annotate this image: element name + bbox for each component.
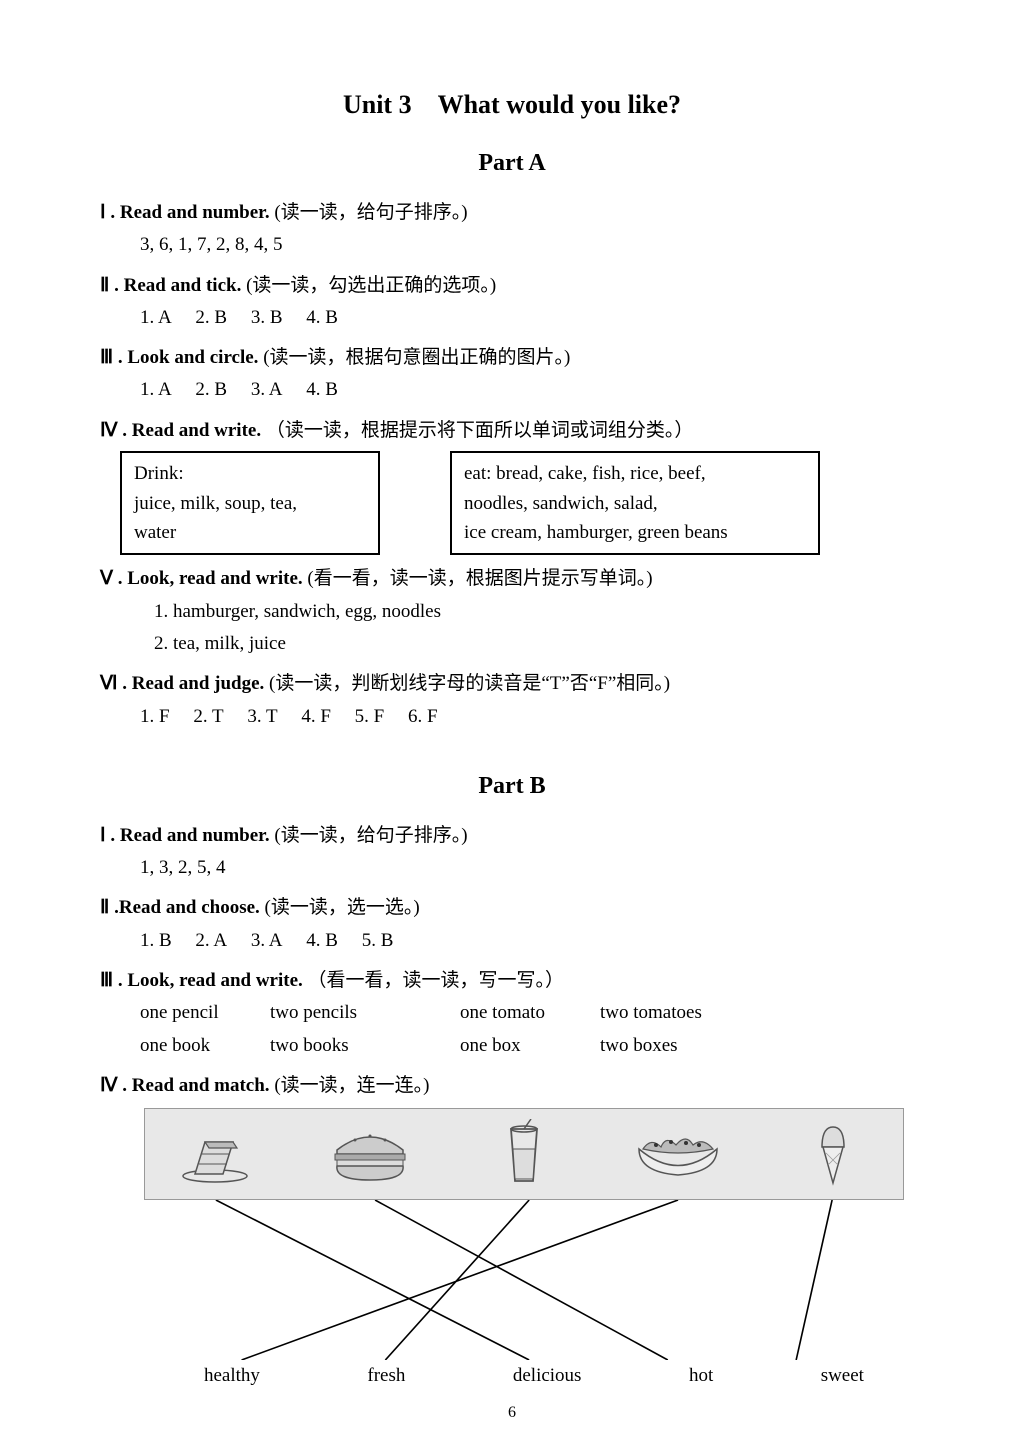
partA-section-4: Ⅳ . Read and write. （读一读，根据提示将下面所以单词或词组分…: [100, 415, 924, 556]
match-labels: healthy fresh delicious hot sweet: [144, 1360, 904, 1392]
answer-line: 1. A 2. B 3. B 4. B: [100, 302, 924, 334]
box-line: noodles, sandwich, salad,: [464, 489, 806, 518]
section-title-en: . Read and write.: [122, 420, 261, 441]
cell: two tomatoes: [600, 997, 760, 1029]
answer-line: 1, 3, 2, 5, 4: [100, 852, 924, 884]
part-b-title: Part B: [100, 773, 924, 800]
section-title-cn: （读一读，根据提示将下面所以单词或词组分类。）: [266, 420, 694, 441]
section-title-en: . Read and judge.: [122, 673, 264, 694]
label-fresh: fresh: [367, 1360, 405, 1392]
cake-icon: [165, 1119, 265, 1189]
salad-bowl-icon: [629, 1119, 729, 1189]
partA-section-1: Ⅰ . Read and number. (读一读，给句子排序。) 3, 6, …: [100, 197, 924, 262]
box-line: ice cream, hamburger, green beans: [464, 518, 806, 547]
icecream-cone-icon: [783, 1119, 883, 1189]
part-a-title: Part A: [100, 150, 924, 177]
section-title-en: . Look and circle.: [118, 347, 259, 368]
drink-box: Drink: juice, milk, soup, tea, water: [120, 451, 380, 555]
section-title-cn: (读一读，勾选出正确的选项。): [246, 275, 496, 296]
label-healthy: healthy: [204, 1360, 260, 1392]
answer-line: 2. tea, milk, juice: [100, 628, 924, 660]
box-line: juice, milk, soup, tea,: [134, 489, 366, 518]
cell: one tomato: [460, 997, 600, 1029]
cell: two pencils: [270, 997, 460, 1029]
table-row: one pencil two pencils one tomato two to…: [140, 997, 924, 1029]
box-line: water: [134, 518, 366, 547]
section-title-en: . Look, read and write.: [118, 970, 303, 991]
cell: one pencil: [140, 997, 270, 1029]
roman-numeral: Ⅱ: [100, 897, 109, 918]
box-line: eat: bread, cake, fish, rice, beef,: [464, 459, 806, 488]
roman-numeral: Ⅴ: [100, 568, 113, 589]
section-title-cn: (读一读，选一选。): [265, 897, 420, 918]
partB-section-4: Ⅳ . Read and match. (读一读，连一连。): [100, 1070, 924, 1393]
section-title-en: . Read and tick.: [114, 275, 241, 296]
unit-title: Unit 3 What would you like?: [100, 90, 924, 120]
section-title-cn: (读一读，给句子排序。): [274, 825, 467, 846]
roman-numeral: Ⅳ: [100, 420, 118, 441]
roman-numeral: Ⅱ: [100, 275, 109, 296]
partB-section-2: Ⅱ .Read and choose. (读一读，选一选。) 1. B 2. A…: [100, 892, 924, 957]
section-title-cn: (看一看，读一读，根据图片提示写单词。): [307, 568, 652, 589]
section-title-en: . Read and match.: [122, 1075, 269, 1096]
partA-section-2: Ⅱ . Read and tick. (读一读，勾选出正确的选项。) 1. A …: [100, 270, 924, 335]
partA-section-3: Ⅲ . Look and circle. (读一读，根据句意圈出正确的图片。) …: [100, 342, 924, 407]
label-delicious: delicious: [513, 1360, 582, 1392]
section-title-cn: (读一读，连一连。): [274, 1075, 429, 1096]
cell: one book: [140, 1030, 270, 1062]
section-title-en: . Look, read and write.: [118, 568, 303, 589]
eat-box: eat: bread, cake, fish, rice, beef, nood…: [450, 451, 820, 555]
answer-line: 3, 6, 1, 7, 2, 8, 4, 5: [100, 229, 924, 261]
label-hot: hot: [689, 1360, 713, 1392]
hamburger-icon: [320, 1119, 420, 1189]
partB-section-3: Ⅲ . Look, read and write. （看一看，读一读，写一写。）…: [100, 965, 924, 1062]
answer-line: 1. A 2. B 3. A 4. B: [100, 374, 924, 406]
cell: two books: [270, 1030, 460, 1062]
label-sweet: sweet: [821, 1360, 864, 1392]
cell: two boxes: [600, 1030, 760, 1062]
partA-section-6: Ⅵ . Read and judge. (读一读，判断划线字母的读音是“T”否“…: [100, 668, 924, 733]
page-number: 6: [0, 1404, 1024, 1422]
roman-numeral: Ⅲ: [100, 970, 113, 991]
roman-numeral: Ⅰ: [100, 825, 106, 846]
roman-numeral: Ⅲ: [100, 347, 113, 368]
answer-line: 1. F 2. T 3. T 4. F 5. F 6. F: [100, 701, 924, 733]
answer-line: 1. hamburger, sandwich, egg, noodles: [100, 596, 924, 628]
section-title-cn: (读一读，给句子排序。): [274, 202, 467, 223]
match-diagram: healthy fresh delicious hot sweet: [144, 1108, 904, 1392]
section-title-cn: （看一看，读一读，写一写。）: [308, 970, 565, 991]
answer-line: 1. B 2. A 3. A 4. B 5. B: [100, 925, 924, 957]
roman-numeral: Ⅵ: [100, 673, 118, 694]
write-grid: one pencil two pencils one tomato two to…: [100, 997, 924, 1062]
food-strip: [144, 1108, 904, 1200]
section-title-cn: (读一读，判断划线字母的读音是“T”否“F”相同。): [269, 673, 670, 694]
table-row: one book two books one box two boxes: [140, 1030, 924, 1062]
section-title-en: .Read and choose.: [114, 897, 260, 918]
partA-section-5: Ⅴ . Look, read and write. (看一看，读一读，根据图片提…: [100, 563, 924, 660]
word-boxes: Drink: juice, milk, soup, tea, water eat…: [120, 451, 924, 555]
section-title-en: . Read and number.: [110, 825, 269, 846]
partB-section-1: Ⅰ . Read and number. (读一读，给句子排序。) 1, 3, …: [100, 820, 924, 885]
box-line: Drink:: [134, 459, 366, 488]
juice-glass-icon: [474, 1119, 574, 1189]
roman-numeral: Ⅰ: [100, 202, 106, 223]
roman-numeral: Ⅳ: [100, 1075, 118, 1096]
section-title-en: . Read and number.: [110, 202, 269, 223]
cell: one box: [460, 1030, 600, 1062]
section-title-cn: (读一读，根据句意圈出正确的图片。): [263, 347, 570, 368]
match-lines: [144, 1200, 904, 1360]
